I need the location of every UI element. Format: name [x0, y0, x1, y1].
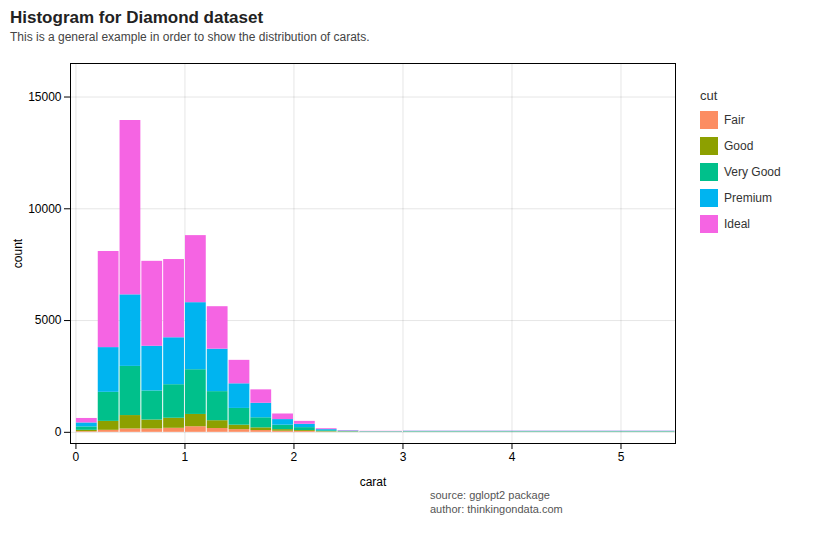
html-text:source: gglopt2 package: source: gglopt2 package — [430, 489, 550, 501]
html-text:cut: cut — [700, 88, 718, 103]
svg-text:1: 1 — [182, 450, 189, 464]
html-text:Premium: Premium — [724, 191, 772, 205]
svg-text:5000: 5000 — [35, 313, 62, 327]
svg-text:2: 2 — [291, 450, 298, 464]
html-text:Histogram for Diamond dataset: Histogram for Diamond dataset — [10, 8, 264, 27]
svg-text:10000: 10000 — [28, 202, 62, 216]
svg-text:carat: carat — [360, 475, 387, 489]
svg-text:15000: 15000 — [28, 90, 62, 104]
svg-text:3: 3 — [400, 450, 407, 464]
svg-text:count: count — [11, 238, 25, 268]
html-text:Fair: Fair — [724, 113, 745, 127]
html-text:Good: Good — [724, 139, 754, 153]
html-text:Ideal: Ideal — [724, 217, 750, 231]
svg-text:5: 5 — [618, 450, 625, 464]
html-text:This is a general example in o: This is a general example in order to sh… — [10, 30, 370, 44]
html-text:Very Good: Very Good — [724, 165, 781, 179]
svg-text:4: 4 — [509, 450, 516, 464]
html-text:author: thinkingondata.com: author: thinkingondata.com — [430, 503, 563, 515]
svg-text:0: 0 — [55, 425, 62, 439]
svg-text:0: 0 — [73, 450, 80, 464]
